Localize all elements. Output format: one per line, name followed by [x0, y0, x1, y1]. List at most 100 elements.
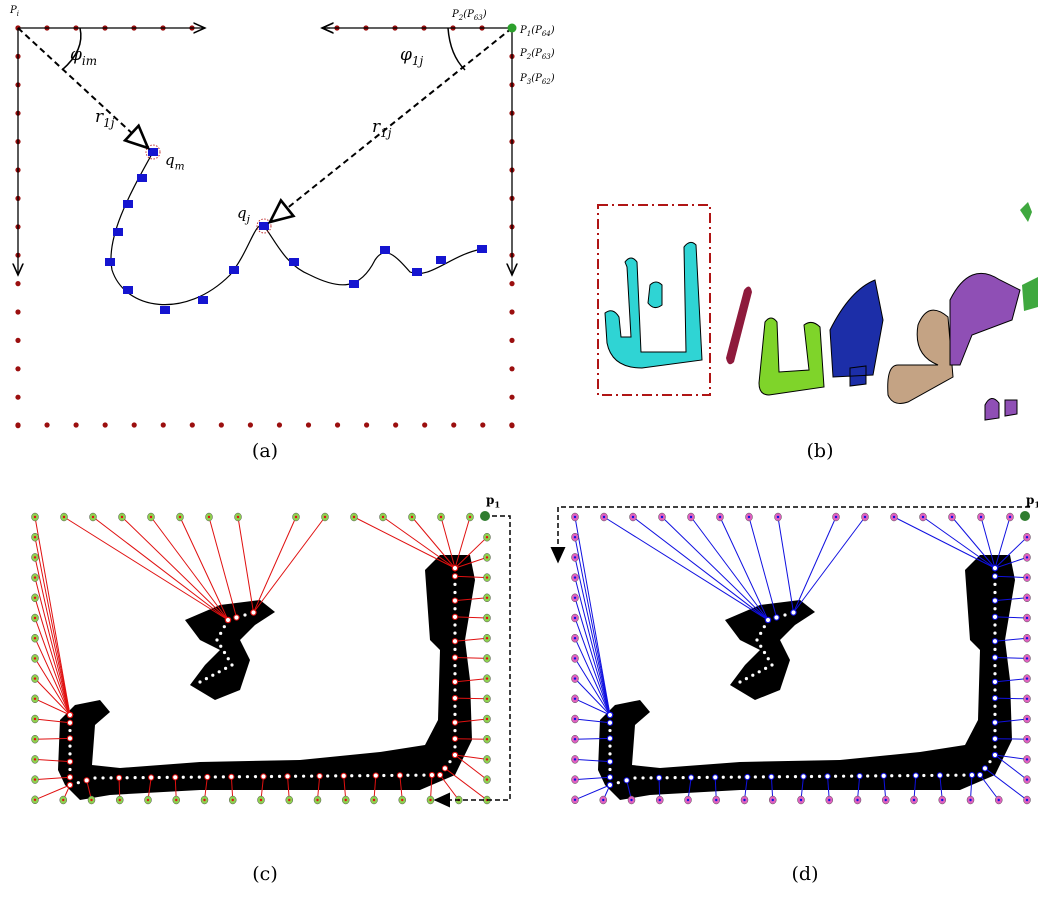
skeleton-point [366, 774, 369, 777]
label-base: p [1026, 493, 1034, 507]
skeleton-point [608, 729, 611, 732]
border-core [574, 576, 576, 578]
border-core [772, 799, 774, 801]
figure: PiP2(P63)P1(P64)P2(P63)P3(P62)φimφ1jr1jr… [0, 0, 1038, 911]
skeleton-point [993, 680, 996, 683]
skeleton-point [764, 667, 767, 670]
label: P1(P64) [519, 25, 555, 38]
border-point [15, 338, 20, 343]
label-sub: 1j [380, 126, 392, 140]
skeleton-point [758, 670, 761, 673]
skeleton-point [954, 774, 957, 777]
skeleton-point [68, 752, 71, 755]
border-core [864, 516, 866, 518]
correspondence-line [985, 768, 1027, 800]
border-core [401, 799, 403, 801]
skeleton-point [302, 775, 305, 778]
border-core [203, 799, 205, 801]
caption: (c) [252, 863, 277, 885]
skeleton-point [993, 591, 996, 594]
border-point [393, 422, 398, 427]
skeleton-point [766, 618, 769, 621]
skeleton-point [810, 775, 813, 778]
skeleton-point [993, 664, 996, 667]
panel-b [598, 202, 1038, 420]
border-core [486, 637, 488, 639]
border-core [486, 758, 488, 760]
border-core [486, 536, 488, 538]
label: P2(P63) [451, 9, 487, 22]
direction-arrow [558, 507, 1030, 562]
skeleton-point [342, 774, 345, 777]
skeleton-point [390, 774, 393, 777]
border-core [574, 637, 576, 639]
skeleton-point [608, 776, 611, 779]
skeleton-point [738, 680, 741, 683]
skeleton-point [993, 615, 996, 618]
skeleton-point [898, 774, 901, 777]
border-core [486, 698, 488, 700]
correspondence-line [749, 517, 777, 618]
border-core [1026, 597, 1028, 599]
correspondence-line [894, 517, 995, 568]
skeleton-point [374, 774, 377, 777]
skeleton-point [625, 779, 628, 782]
skeleton-point [453, 567, 456, 570]
distance-line [270, 28, 512, 222]
correspondence-line [445, 768, 487, 800]
contour-point [198, 296, 208, 304]
border-core [63, 516, 65, 518]
contour-point [123, 200, 133, 208]
contour-point [160, 306, 170, 314]
skeleton-point [215, 638, 218, 641]
border-core [34, 617, 36, 619]
origin-point [1020, 511, 1030, 521]
border-core [34, 556, 36, 558]
skeleton-point [334, 774, 337, 777]
skeleton-point [166, 776, 169, 779]
border-core [777, 516, 779, 518]
border-core [1026, 778, 1028, 780]
skeleton-point [453, 591, 456, 594]
border-core [34, 536, 36, 538]
correspondence-line [575, 638, 610, 715]
label: p1 [486, 493, 500, 510]
border-core [980, 516, 982, 518]
correspondence-line [122, 517, 228, 620]
correspondence-line [455, 698, 487, 699]
border-point [74, 422, 79, 427]
skeleton-point [775, 616, 778, 619]
border-point [509, 366, 514, 371]
border-core [353, 516, 355, 518]
label-base: ) [550, 73, 555, 84]
skeleton-point [453, 721, 456, 724]
correspondence-line [35, 578, 70, 715]
border-core [1026, 536, 1028, 538]
skeleton-point [438, 773, 441, 776]
skeleton-point [746, 775, 749, 778]
skeleton-point [134, 776, 137, 779]
border-core [574, 657, 576, 659]
angle-arc [448, 28, 465, 70]
skeleton-point [759, 645, 762, 648]
label-base: φ [400, 45, 412, 65]
label-base: ) [550, 48, 555, 59]
stroke-blob [185, 600, 275, 700]
skeleton-point [665, 776, 668, 779]
border-core [34, 597, 36, 599]
border-core [743, 799, 745, 801]
border-core [34, 576, 36, 578]
skeleton-point [198, 680, 201, 683]
border-core [941, 799, 943, 801]
border-core [92, 516, 94, 518]
skeleton-point [77, 781, 80, 784]
skeleton-point [633, 776, 636, 779]
border-core [316, 799, 318, 801]
skeleton-point [762, 775, 765, 778]
border-core [998, 799, 1000, 801]
border-core [62, 799, 64, 801]
skeleton-point [783, 613, 786, 616]
skeleton-point [453, 623, 456, 626]
border-core [486, 657, 488, 659]
skeleton-point [68, 721, 71, 724]
